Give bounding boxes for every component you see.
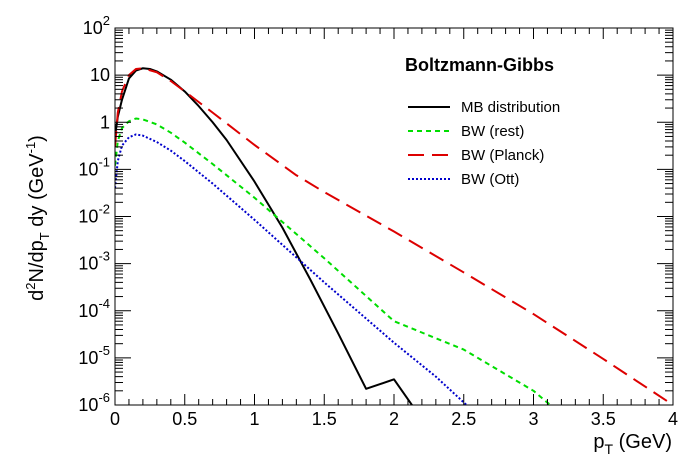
y-tick-label: 102 (83, 13, 110, 38)
x-tick-label: 2 (389, 409, 399, 429)
legend: Boltzmann-Gibbs MB distribution BW (rest)… (405, 55, 560, 188)
y-tick-label: 10 (90, 65, 110, 85)
y-tick-label: 1 (100, 112, 110, 132)
y-tick-label: 10-6 (78, 390, 110, 415)
series-line-bw-rest (115, 117, 551, 405)
legend-label: MB distribution (461, 99, 560, 116)
legend-label: BW (Ott) (461, 171, 519, 188)
y-axis-title: d2N/dpT dy (GeV-1) (23, 135, 52, 301)
x-tick-label: 3 (528, 409, 538, 429)
legend-entries: MB distribution BW (rest) BW (Planck) BW (O… (408, 99, 560, 188)
x-tick-label: 0 (110, 409, 120, 429)
y-tick-label: 10-4 (78, 296, 110, 321)
x-tick-label: 3.5 (591, 409, 616, 429)
series-line-bw-ott (115, 133, 468, 405)
x-tick-label: 4 (668, 409, 678, 429)
y-tick-label: 10-1 (78, 154, 110, 179)
series-layer (115, 67, 673, 405)
y-tick-label: 10-2 (78, 202, 110, 227)
x-tick-label: 1 (249, 409, 259, 429)
x-axis-title: pT (GeV) (593, 431, 672, 457)
x-tick-label: 0.5 (172, 409, 197, 429)
legend-label: BW (Planck) (461, 147, 544, 164)
series-line-bw-planck (115, 67, 673, 405)
legend-label: BW (rest) (461, 123, 524, 140)
legend-title: Boltzmann-Gibbs (405, 55, 554, 75)
axes-layer: 0 0.5 1 1.5 2 2.5 3 3.5 4 10-6 10-5 10-4 10-3 10-2 10-… (78, 13, 678, 429)
x-tick-label: 2.5 (451, 409, 476, 429)
y-tick-label: 10-5 (78, 343, 110, 368)
y-tick-label: 10-3 (78, 249, 110, 274)
series-line-mb-distribution (115, 67, 414, 405)
x-tick-label: 1.5 (312, 409, 337, 429)
